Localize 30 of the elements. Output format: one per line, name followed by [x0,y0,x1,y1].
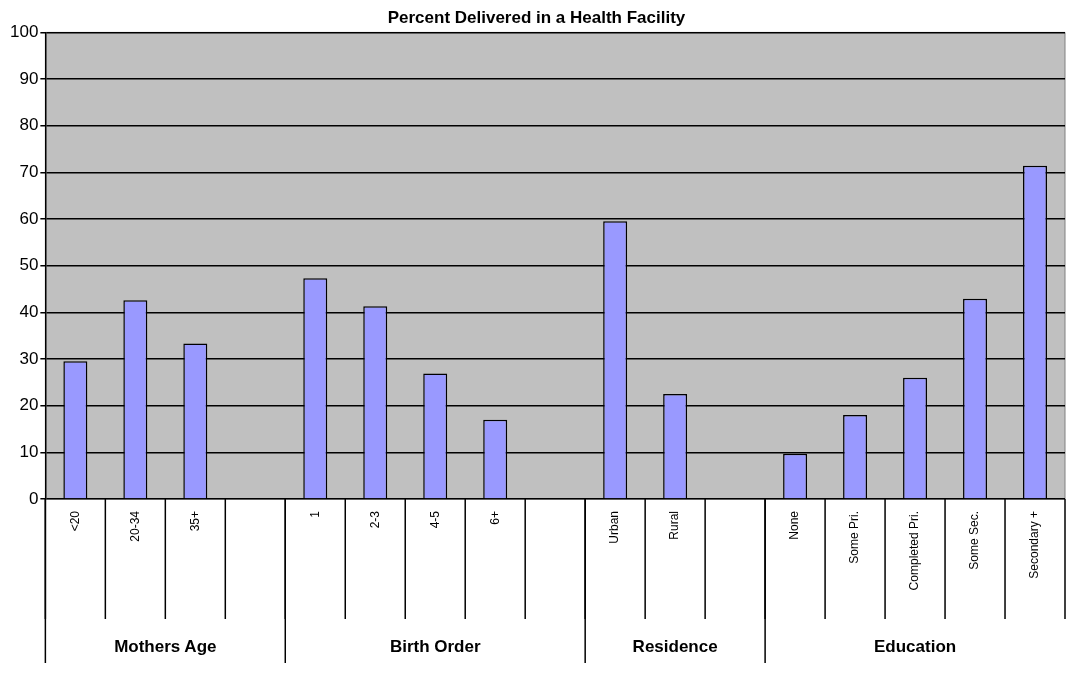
text: Birth Order [389,636,481,656]
text: Mothers Age [114,636,217,656]
x-tick-label: Urban [607,511,622,544]
x-tick-label: <20 [67,510,82,532]
x-tick-label: 6+ [487,511,502,525]
y-tick-label: 10 [19,442,39,462]
x-tick-label: 20-34 [127,510,142,542]
x-tick-label: Some Pri. [847,511,862,564]
y-tick-label: 40 [19,302,39,322]
y-tick-label: 20 [19,395,39,415]
x-tick-label: Some Sec. [967,511,982,570]
y-tick-label: 50 [19,255,39,275]
y-tick-label: 60 [19,208,39,228]
y-tick-label: 100 [9,22,39,42]
y-tick-label: 0 [28,488,39,508]
x-tick-label: 4-5 [427,510,442,529]
x-tick-label: 2-3 [367,510,382,529]
text: Education [873,636,957,656]
x-tick-label: Rural [667,511,682,540]
y-tick-label: 30 [19,348,39,368]
y-tick-label: 90 [19,68,39,88]
x-tick-label: 35+ [187,511,202,532]
x-tick-label: Completed Pri. [907,511,922,591]
y-tick-label: 80 [19,115,39,135]
x-tick-label: 1 [307,510,322,518]
text: Residence [632,636,718,656]
x-tick-label: Secondary + [1027,511,1042,579]
chart-title: Percent Delivered in a Health Facility [387,7,686,27]
y-tick-label: 70 [19,162,39,182]
x-tick-label: None [787,510,802,540]
